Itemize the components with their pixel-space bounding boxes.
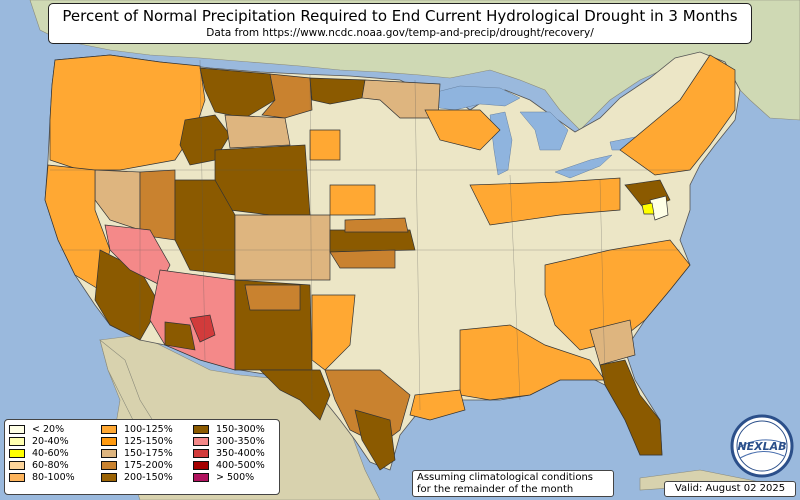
- legend-item: 40-60%: [9, 447, 75, 459]
- legend-swatch: [193, 472, 209, 482]
- region-ok: [329, 249, 396, 269]
- state-borders: [50, 59, 690, 411]
- legend-item: 175-200%: [101, 459, 173, 471]
- region-pnw: [49, 54, 206, 171]
- legend-label: 40-60%: [32, 447, 69, 459]
- legend-column-3: 150-300% 300-350% 350-400% 400-500% > 50…: [193, 423, 265, 483]
- region-colorado: [234, 214, 331, 281]
- nexlab-logo: NEXLAB: [730, 414, 794, 478]
- region-ne-orange: [329, 184, 376, 216]
- legend-swatch: [193, 436, 209, 446]
- region-northeast: [619, 54, 736, 176]
- legend-swatch: [193, 460, 209, 470]
- region-kansas: [329, 229, 416, 253]
- legend-label: 200-150%: [124, 471, 173, 483]
- legend-swatch: [193, 424, 209, 434]
- page-title: Percent of Normal Precipitation Required…: [62, 7, 738, 25]
- legend-swatch: [9, 436, 25, 446]
- region-tx-panhandle: [311, 294, 356, 371]
- region-md-yellow: [641, 202, 655, 215]
- region-sd-orange: [309, 129, 341, 161]
- title-box: Percent of Normal Precipitation Required…: [48, 3, 752, 44]
- legend-item: 150-175%: [101, 447, 173, 459]
- region-az-dark: [189, 314, 216, 343]
- note-line-2: for the remainder of the month: [417, 484, 574, 495]
- legend-item: 125-150%: [101, 435, 173, 447]
- legend-swatch: [9, 472, 25, 482]
- legend-swatch: [101, 436, 117, 446]
- region-louisiana: [409, 389, 466, 421]
- region-tx-south: [354, 409, 396, 471]
- region-upper-midwest: [424, 109, 501, 151]
- region-nd: [309, 77, 366, 105]
- legend-label: 60-80%: [32, 459, 69, 471]
- lake-superior: [424, 85, 521, 111]
- region-nd-tan: [361, 79, 441, 119]
- lake-erie: [554, 154, 613, 179]
- legend-item: 150-300%: [193, 423, 265, 435]
- legend-label: 150-175%: [124, 447, 173, 459]
- region-ks-brown: [344, 217, 409, 233]
- legend-item: > 500%: [193, 471, 265, 483]
- legend-label: < 20%: [32, 423, 65, 435]
- region-florida: [599, 359, 663, 456]
- legend-item: 80-100%: [9, 471, 75, 483]
- legend-item: 60-80%: [9, 459, 75, 471]
- legend-item: 20-40%: [9, 435, 75, 447]
- drought-regions: [44, 54, 736, 471]
- legend-swatch: [9, 460, 25, 470]
- legend-swatch: [193, 448, 209, 458]
- legend-column-1: < 20% 20-40% 40-60% 60-80% 80-100%: [9, 423, 75, 483]
- legend-swatch: [9, 424, 25, 434]
- region-nm-brown: [244, 284, 301, 311]
- legend-label: 125-150%: [124, 435, 173, 447]
- region-gulf: [459, 324, 606, 401]
- legend-label: 150-300%: [216, 423, 265, 435]
- legend: < 20% 20-40% 40-60% 60-80% 80-100% 100-1…: [4, 419, 280, 495]
- climatology-note: Assuming climatological conditions for t…: [412, 470, 614, 497]
- region-west-texas: [259, 369, 331, 421]
- note-line-1: Assuming climatological conditions: [417, 472, 593, 483]
- legend-label: 20-40%: [32, 435, 69, 447]
- legend-label: 350-400%: [216, 447, 265, 459]
- region-se-tan: [589, 319, 636, 366]
- legend-label: 175-200%: [124, 459, 173, 471]
- legend-item: 300-350%: [193, 435, 265, 447]
- legend-item: 400-500%: [193, 459, 265, 471]
- region-southeast: [544, 239, 691, 351]
- legend-swatch: [101, 460, 117, 470]
- lake-huron: [519, 111, 569, 151]
- legend-label: 300-350%: [216, 435, 265, 447]
- region-ohio-valley: [469, 177, 621, 226]
- legend-item: 350-400%: [193, 447, 265, 459]
- legend-column-2: 100-125% 125-150% 150-175% 175-200% 200-…: [101, 423, 173, 483]
- legend-label: > 500%: [216, 471, 255, 483]
- logo-text: NEXLAB: [737, 440, 786, 453]
- legend-item: 200-150%: [101, 471, 173, 483]
- legend-swatch: [101, 472, 117, 482]
- region-wy-tan: [224, 114, 291, 149]
- legend-swatch: [9, 448, 25, 458]
- legend-item: 100-125%: [101, 423, 173, 435]
- legend-swatch: [101, 448, 117, 458]
- page-subtitle: Data from https://www.ncdc.noaa.gov/temp…: [206, 27, 594, 39]
- legend-swatch: [101, 424, 117, 434]
- region-az-brown: [164, 321, 196, 351]
- legend-label: 100-125%: [124, 423, 173, 435]
- valid-date: Valid: August 02 2025: [664, 481, 796, 497]
- legend-label: 400-500%: [216, 459, 265, 471]
- legend-label: 80-100%: [32, 471, 75, 483]
- legend-item: < 20%: [9, 423, 75, 435]
